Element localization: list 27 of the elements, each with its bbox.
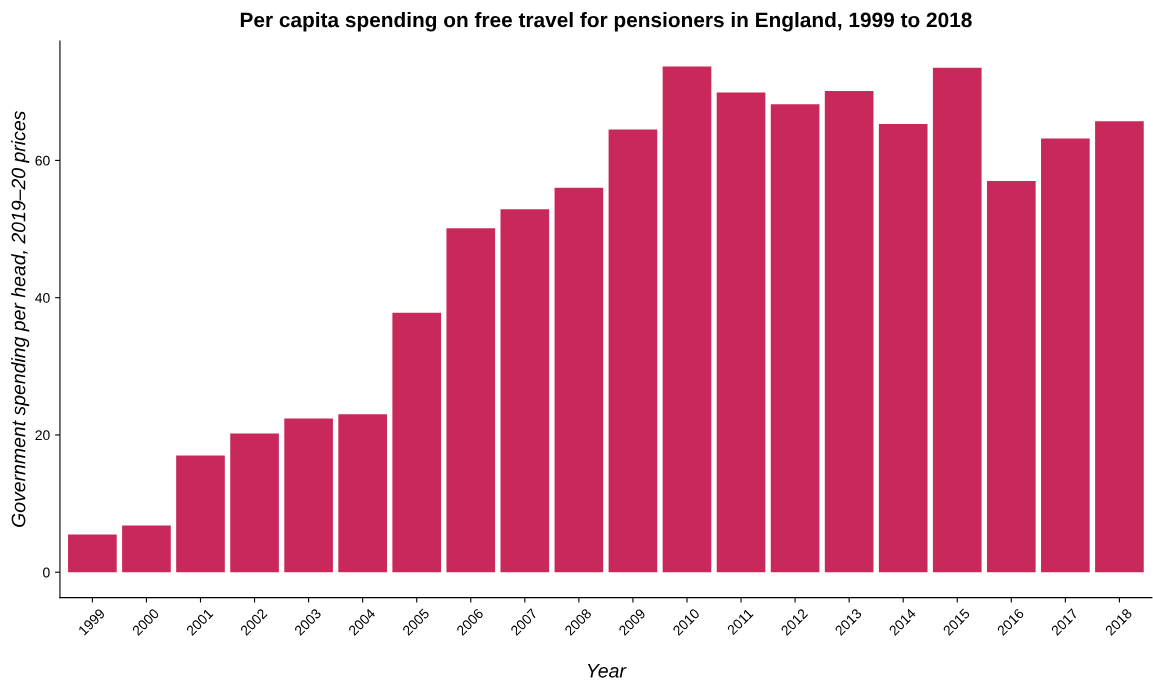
- bar: [1041, 138, 1090, 573]
- bar: [284, 418, 333, 573]
- chart-title: Per capita spending on free travel for pensioners in England, 1999 to 2018: [240, 11, 972, 32]
- bar: [338, 414, 387, 573]
- y-tick-label: 0: [43, 567, 50, 578]
- bar: [932, 67, 982, 573]
- bar: [176, 455, 225, 573]
- y-tick-label: 20: [35, 430, 50, 441]
- bar: [824, 91, 874, 573]
- bar: [554, 187, 604, 573]
- bar: [716, 92, 766, 573]
- bar: [1095, 121, 1144, 573]
- bar: [500, 209, 550, 573]
- bar: [662, 66, 712, 573]
- y-tick-label: 40: [35, 293, 50, 303]
- bar: [878, 124, 928, 573]
- bar: [68, 534, 117, 573]
- bar: [446, 228, 496, 573]
- y-axis-title: Government spending per head, 2019–20 prices: [11, 111, 30, 527]
- x-axis-title: Year: [587, 664, 627, 678]
- y-tick-label: 60: [35, 155, 50, 166]
- bar: [770, 104, 820, 573]
- bar: [230, 433, 279, 573]
- bar: [986, 181, 1036, 573]
- bar: [392, 312, 442, 573]
- bar: [122, 525, 171, 573]
- bar: [608, 129, 658, 573]
